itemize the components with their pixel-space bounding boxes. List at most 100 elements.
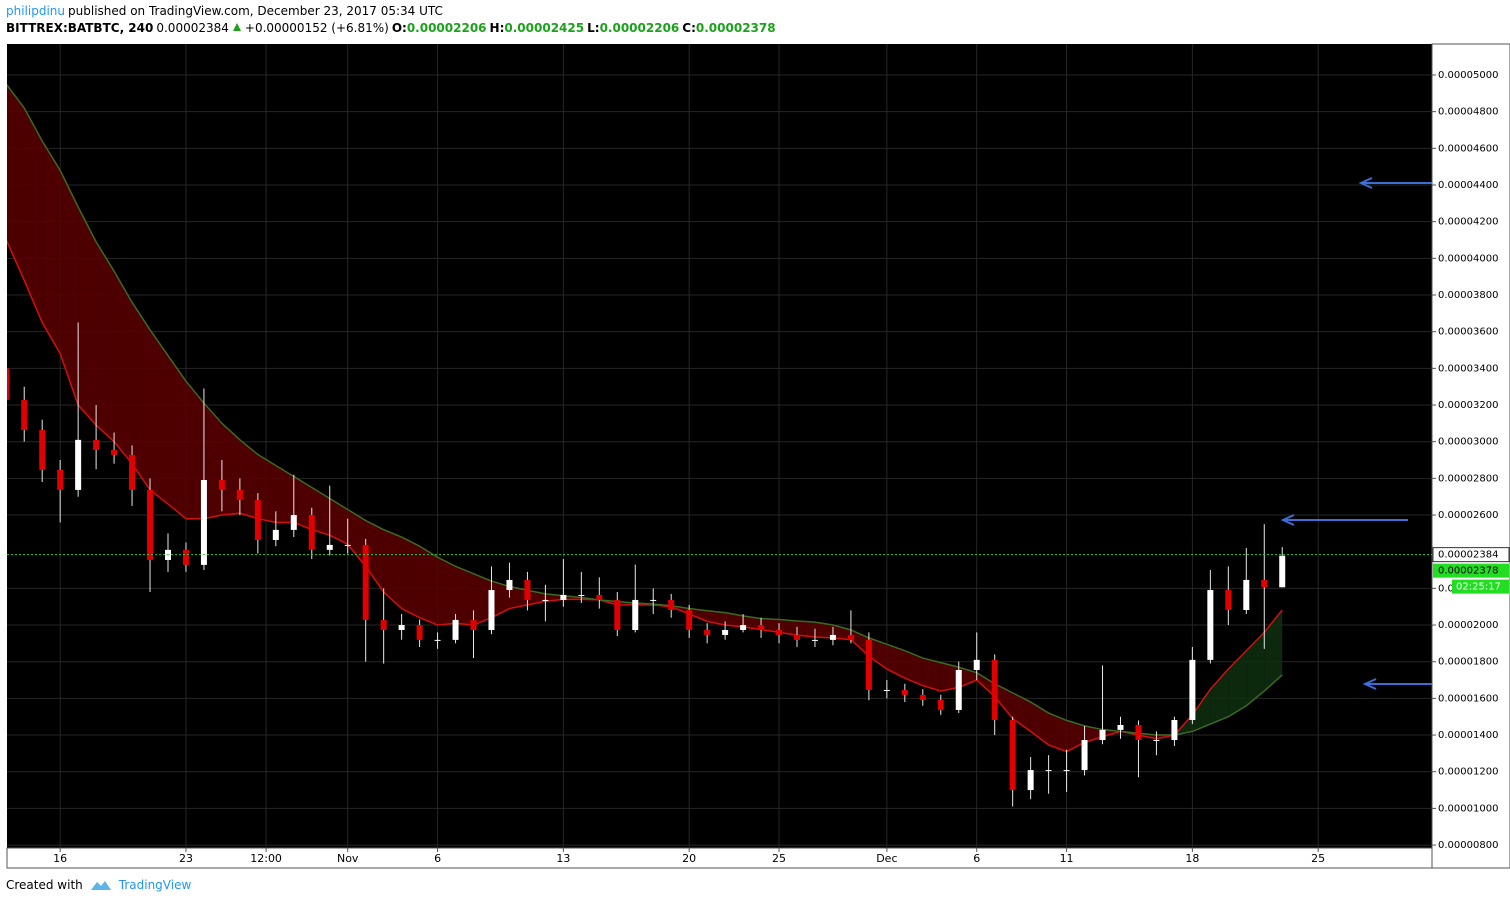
ribbon-fill (1210, 669, 1229, 725)
x-tick-label: 25 (772, 852, 786, 865)
ribbon-fill (275, 465, 294, 523)
candle-body (1207, 590, 1214, 660)
candle-body (488, 590, 495, 630)
ribbon-fill (60, 170, 79, 406)
close-tag (1433, 563, 1509, 578)
candle-body (811, 639, 818, 641)
ribbon-fill (904, 650, 923, 686)
arrow-head (1280, 514, 1295, 526)
x-tick-label: Nov (337, 852, 359, 865)
y-tick-label: 0.00002600 (1438, 510, 1498, 521)
candle-body (686, 610, 693, 630)
ribbon-fill (707, 610, 726, 626)
footer: Created with TradingView (6, 878, 191, 892)
candle-body (1135, 724, 1142, 741)
ribbon-fill (1012, 692, 1031, 732)
close-label: C: (682, 21, 696, 35)
candle-body (578, 594, 585, 596)
y-tick-label: 0.00005000 (1438, 70, 1498, 81)
x-tick-label: 11 (1060, 852, 1074, 865)
ribbon-fill (832, 625, 851, 640)
ema-line (7, 83, 1283, 736)
candle-body (1243, 579, 1250, 611)
close-tag-text: 0.00002378 (1438, 566, 1498, 577)
ribbon-fill (527, 590, 546, 605)
ribbon-fill (239, 439, 258, 519)
ribbon-fill (779, 619, 798, 636)
candle-body (147, 489, 154, 560)
x-tick-label: 13 (556, 852, 570, 865)
ribbon-fill (1066, 720, 1085, 752)
ribbon-fill (185, 381, 204, 519)
x-tick-label: 20 (682, 852, 696, 865)
candle-body (308, 515, 315, 550)
candle-body (39, 429, 46, 470)
ribbon-fill (976, 672, 995, 697)
y-tick-label: 0.00003600 (1438, 327, 1498, 338)
candle-body (200, 480, 207, 565)
author[interactable]: philipdinu (6, 4, 66, 18)
high-label: H: (489, 21, 505, 35)
ribbon-fill (257, 454, 276, 523)
low: 0.00002206 (599, 21, 680, 35)
ema-line (7, 239, 1283, 753)
open-label: O: (391, 21, 407, 35)
ribbon-fill (7, 85, 25, 281)
ribbon-fill (167, 355, 186, 519)
candle-body (380, 619, 387, 630)
candle-body (542, 599, 549, 601)
candle-body (272, 529, 279, 540)
y-tick-label: 0.00003000 (1438, 437, 1498, 448)
candle-body (865, 639, 872, 690)
candle-body (290, 515, 297, 530)
candle-body (1189, 659, 1196, 721)
plot (7, 44, 1432, 848)
y-tick-label: 0.00004200 (1438, 217, 1498, 228)
candle-body (1225, 590, 1232, 611)
candle-body (362, 544, 369, 620)
candle-body (506, 579, 513, 591)
candle-body (236, 489, 243, 500)
candle-body (596, 594, 603, 600)
quote-line: BITTREX:BATBTC, 240 0.00002384 +0.00000152… (6, 20, 779, 37)
candle-body (1027, 770, 1034, 791)
candle-body (740, 625, 747, 630)
candle-body (955, 669, 962, 710)
ribbon-fill (797, 621, 815, 637)
x-tick-label: 25 (1311, 852, 1325, 865)
up-icon (232, 23, 241, 31)
brand[interactable]: TradingView (118, 878, 192, 892)
countdown-tag-text: 02:25:17 (1456, 582, 1501, 593)
ribbon-fill (814, 622, 833, 638)
candle-body (1099, 729, 1106, 741)
candle-body (1045, 770, 1052, 772)
candle-body (973, 659, 980, 670)
arrow-head (1358, 177, 1373, 189)
header: philipdinu published on TradingView.com, … (6, 3, 779, 37)
ribbon-fill (24, 107, 43, 323)
candle-body (344, 544, 351, 546)
price-axis (1431, 43, 1510, 869)
ribbon-fill (509, 586, 528, 609)
y-tick-label: 0.00001000 (1438, 803, 1498, 814)
ribbon-fill (455, 566, 474, 626)
symbol: BITTREX:BATBTC, 240 (6, 21, 154, 35)
candle-body (632, 599, 639, 630)
ribbon-fill (329, 498, 348, 545)
x-tick-label: Dec (876, 852, 897, 865)
candle-body (1063, 770, 1070, 772)
ribbon-fill (42, 140, 61, 354)
x-tick-label: 6 (973, 852, 980, 865)
candle-body (416, 625, 423, 640)
candle-body (21, 399, 28, 430)
change: +0.00000152 (+6.81%) (244, 21, 389, 35)
ribbon-fill (994, 683, 1013, 719)
ribbon-fill (203, 403, 222, 519)
publish-line: philipdinu published on TradingView.com, … (6, 3, 779, 20)
ribbon-fill (419, 546, 438, 626)
y-tick-label: 0.00003200 (1438, 400, 1498, 411)
ribbon-fill (150, 329, 168, 505)
ribbon-fill (437, 557, 456, 626)
countdown-tag (1452, 579, 1509, 594)
